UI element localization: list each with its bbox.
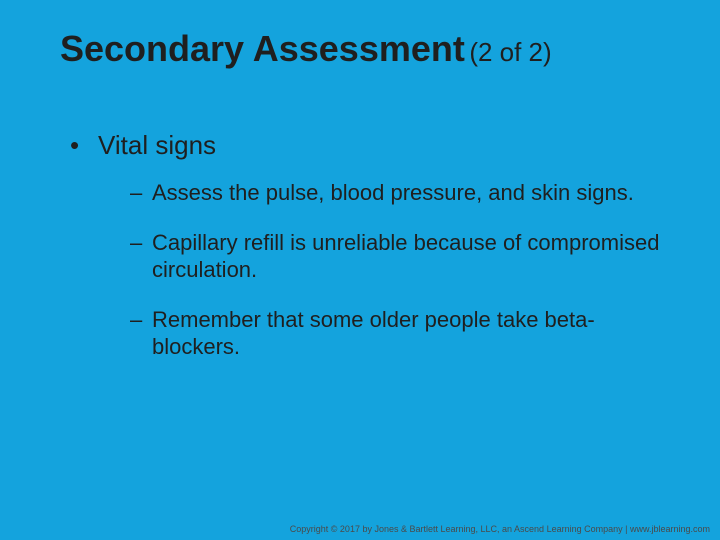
slide: Secondary Assessment (2 of 2) Vital sign… (0, 0, 720, 540)
bullet-level2: Assess the pulse, blood pressure, and sk… (130, 179, 660, 207)
slide-title: Secondary Assessment (2 of 2) (60, 28, 552, 70)
slide-body: Vital signs Assess the pulse, blood pres… (60, 130, 660, 383)
title-main: Secondary Assessment (60, 28, 465, 69)
bullet-level1: Vital signs (70, 130, 660, 161)
bullet-level2: Capillary refill is unreliable because o… (130, 229, 660, 284)
bullet-level2: Remember that some older people take bet… (130, 306, 660, 361)
title-sub: (2 of 2) (469, 37, 551, 67)
copyright-text: Copyright © 2017 by Jones & Bartlett Lea… (290, 524, 710, 534)
